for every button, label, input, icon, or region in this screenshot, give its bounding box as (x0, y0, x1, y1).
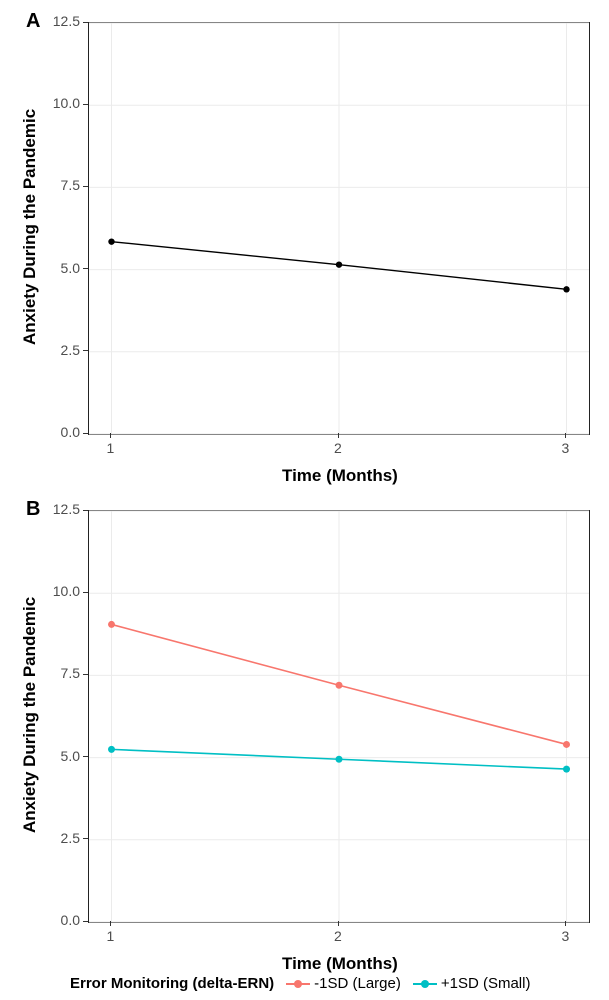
y-tick (83, 350, 88, 351)
y-tick-label: 10.0 (53, 583, 80, 599)
x-tick (338, 921, 339, 926)
y-tick-label: 10.0 (53, 95, 80, 111)
y-tick (83, 22, 88, 23)
x-tick (565, 433, 566, 438)
legend-item: +1SD (Small) (413, 975, 531, 992)
legend-swatch (286, 977, 310, 991)
y-tick (83, 674, 88, 675)
x-axis-title-b: Time (Months) (282, 954, 398, 974)
y-tick (83, 756, 88, 757)
legend-item: -1SD (Large) (286, 975, 401, 992)
panel-b-label: B (26, 498, 40, 521)
y-tick (83, 838, 88, 839)
legend-title: Error Monitoring (delta-ERN) (70, 975, 274, 992)
y-tick-label: 0.0 (61, 912, 80, 928)
y-tick-label: 12.5 (53, 13, 80, 29)
y-tick (83, 268, 88, 269)
y-tick-label: 7.5 (61, 177, 80, 193)
y-tick (83, 592, 88, 593)
panel-a-svg (89, 23, 589, 434)
x-tick-label: 1 (107, 440, 115, 456)
panel-a-label: A (26, 10, 40, 33)
figure-container: A Anxiety During the Pandemic Time (Mont… (0, 0, 609, 1000)
x-tick-label: 2 (334, 440, 342, 456)
y-tick-label: 12.5 (53, 501, 80, 517)
legend-label: +1SD (Small) (441, 975, 531, 992)
y-tick-label: 5.0 (61, 260, 80, 276)
y-tick-label: 7.5 (61, 665, 80, 681)
y-tick-label: 2.5 (61, 830, 80, 846)
panel-b-plot-area (88, 510, 590, 923)
y-tick (83, 433, 88, 434)
y-tick (83, 921, 88, 922)
x-axis-title-a: Time (Months) (282, 466, 398, 486)
y-tick (83, 186, 88, 187)
y-tick-label: 2.5 (61, 342, 80, 358)
x-tick-label: 2 (334, 928, 342, 944)
panel-a-plot-area (88, 22, 590, 435)
panel-b-svg (89, 511, 589, 922)
x-tick (110, 433, 111, 438)
x-tick-label: 3 (562, 440, 570, 456)
x-tick-label: 1 (107, 928, 115, 944)
legend-swatch (413, 977, 437, 991)
legend: Error Monitoring (delta-ERN) -1SD (Large… (70, 975, 530, 992)
x-tick-label: 3 (562, 928, 570, 944)
y-tick-label: 5.0 (61, 748, 80, 764)
y-axis-title-a: Anxiety During the Pandemic (20, 109, 40, 345)
x-tick (110, 921, 111, 926)
y-tick (83, 510, 88, 511)
legend-label: -1SD (Large) (314, 975, 401, 992)
x-tick (565, 921, 566, 926)
y-tick-label: 0.0 (61, 424, 80, 440)
y-tick (83, 104, 88, 105)
y-axis-title-b: Anxiety During the Pandemic (20, 597, 40, 833)
x-tick (338, 433, 339, 438)
